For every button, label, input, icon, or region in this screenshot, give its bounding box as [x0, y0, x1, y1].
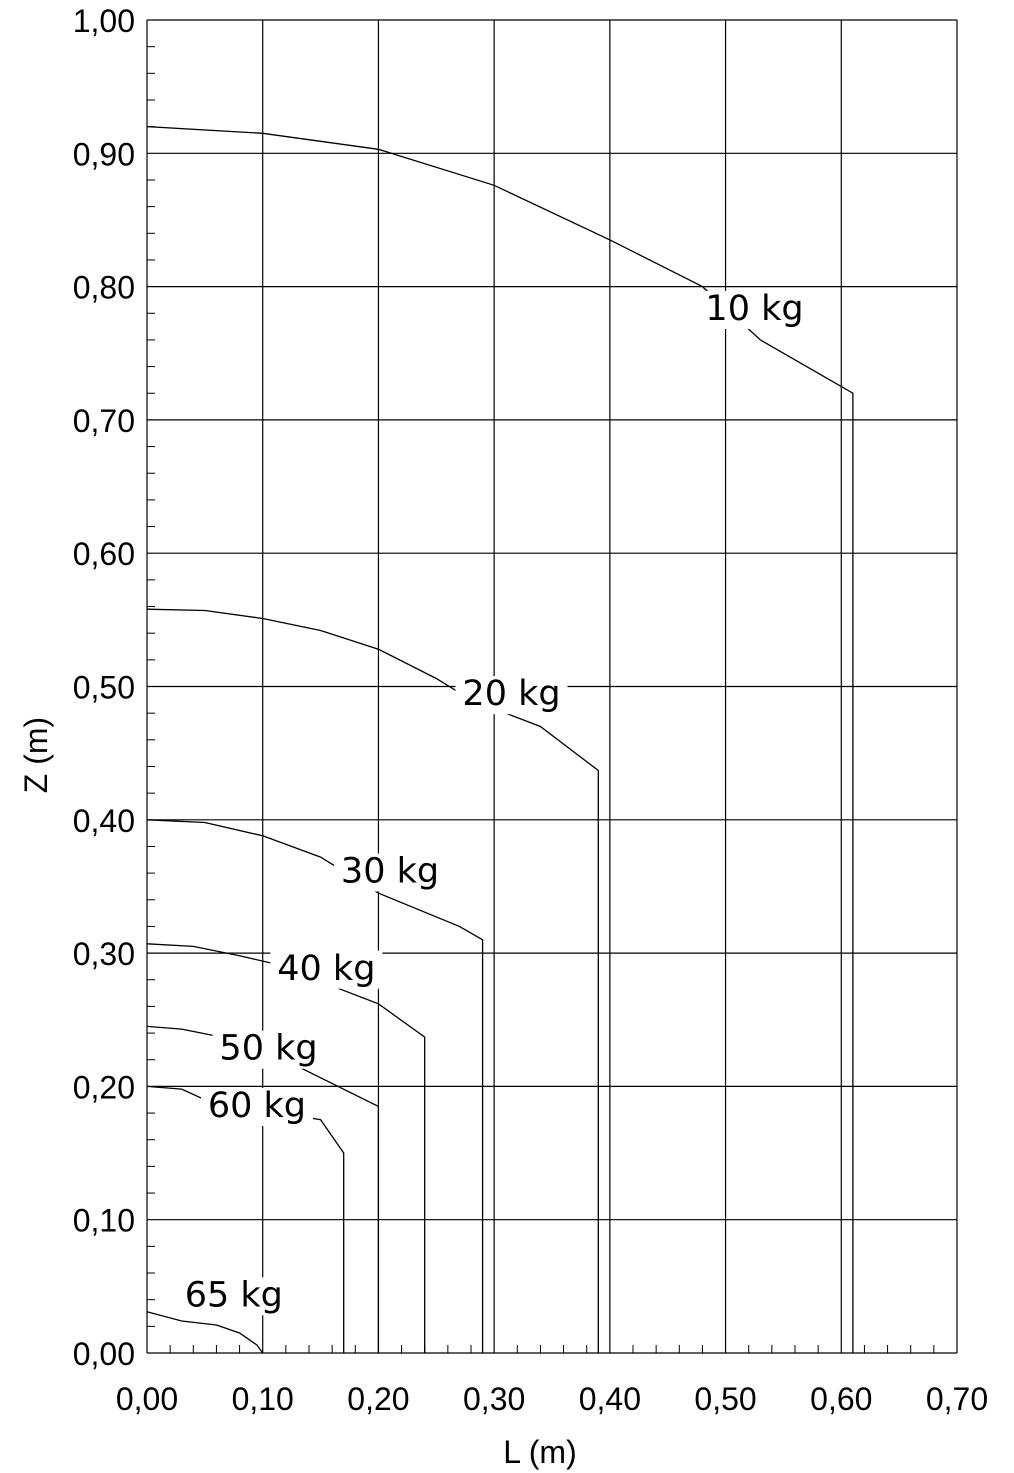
y-tick-labels: 0,00 0,10 0,20 0,30 0,40 0,50 0,60 0,70 0,80 0,90… — [73, 3, 135, 1372]
y-tick-label: 0,40 — [73, 803, 135, 839]
y-tick-label: 0,70 — [73, 403, 135, 439]
curve-65-kg — [146, 1311, 264, 1354]
y-tick-label: 0,30 — [73, 936, 135, 972]
y-tick-label: 0,10 — [73, 1203, 135, 1239]
curve-label: 40 kg — [277, 949, 375, 989]
y-axis-title: Z (m) — [18, 717, 54, 793]
curve-label: 30 kg — [341, 851, 439, 891]
x-axis-title: L (m) — [503, 1434, 576, 1470]
y-tick-label: 0,60 — [73, 536, 135, 572]
curve-labels: 10 kg 20 kg 30 kg 40 kg 50 kg 60 kg 65 kg — [177, 289, 811, 1316]
x-tick-label: 0,00 — [116, 1381, 178, 1417]
curve-label-bg — [334, 853, 446, 892]
curve-20-kg — [146, 608, 599, 1353]
curve-label: 10 kg — [705, 289, 803, 329]
x-tick-label: 0,10 — [232, 1381, 294, 1417]
curve-10-kg — [146, 125, 854, 1353]
y-tick-label: 0,80 — [73, 270, 135, 306]
curve-label-bg — [270, 950, 383, 989]
curve-label-bg — [455, 676, 568, 715]
y-tick-label: 0,00 — [73, 1336, 135, 1372]
curve-label: 60 kg — [208, 1086, 306, 1126]
curve-label-bg — [177, 1277, 290, 1316]
curve-label-bg — [200, 1088, 313, 1127]
x-tick-label: 0,70 — [926, 1381, 988, 1417]
curve-label-bg — [698, 290, 811, 329]
curve-label-bg — [212, 1030, 325, 1069]
x-tick-label: 0,30 — [463, 1381, 525, 1417]
x-tick-label: 0,60 — [810, 1381, 872, 1417]
x-tick-label: 0,50 — [694, 1381, 756, 1417]
y-tick-label: 0,50 — [73, 670, 135, 706]
y-tick-label: 1,00 — [73, 3, 135, 39]
curve-label: 65 kg — [185, 1275, 283, 1315]
x-tick-labels: 0,00 0,10 0,20 0,30 0,40 0,50 0,60 0,70 — [116, 1381, 988, 1417]
y-tick-label: 0,90 — [73, 136, 135, 172]
x-tick-label: 0,40 — [579, 1381, 641, 1417]
x-tick-label: 0,20 — [347, 1381, 409, 1417]
curve-label: 20 kg — [462, 674, 560, 714]
curve-label: 50 kg — [219, 1029, 317, 1069]
y-tick-label: 0,20 — [73, 1069, 135, 1105]
